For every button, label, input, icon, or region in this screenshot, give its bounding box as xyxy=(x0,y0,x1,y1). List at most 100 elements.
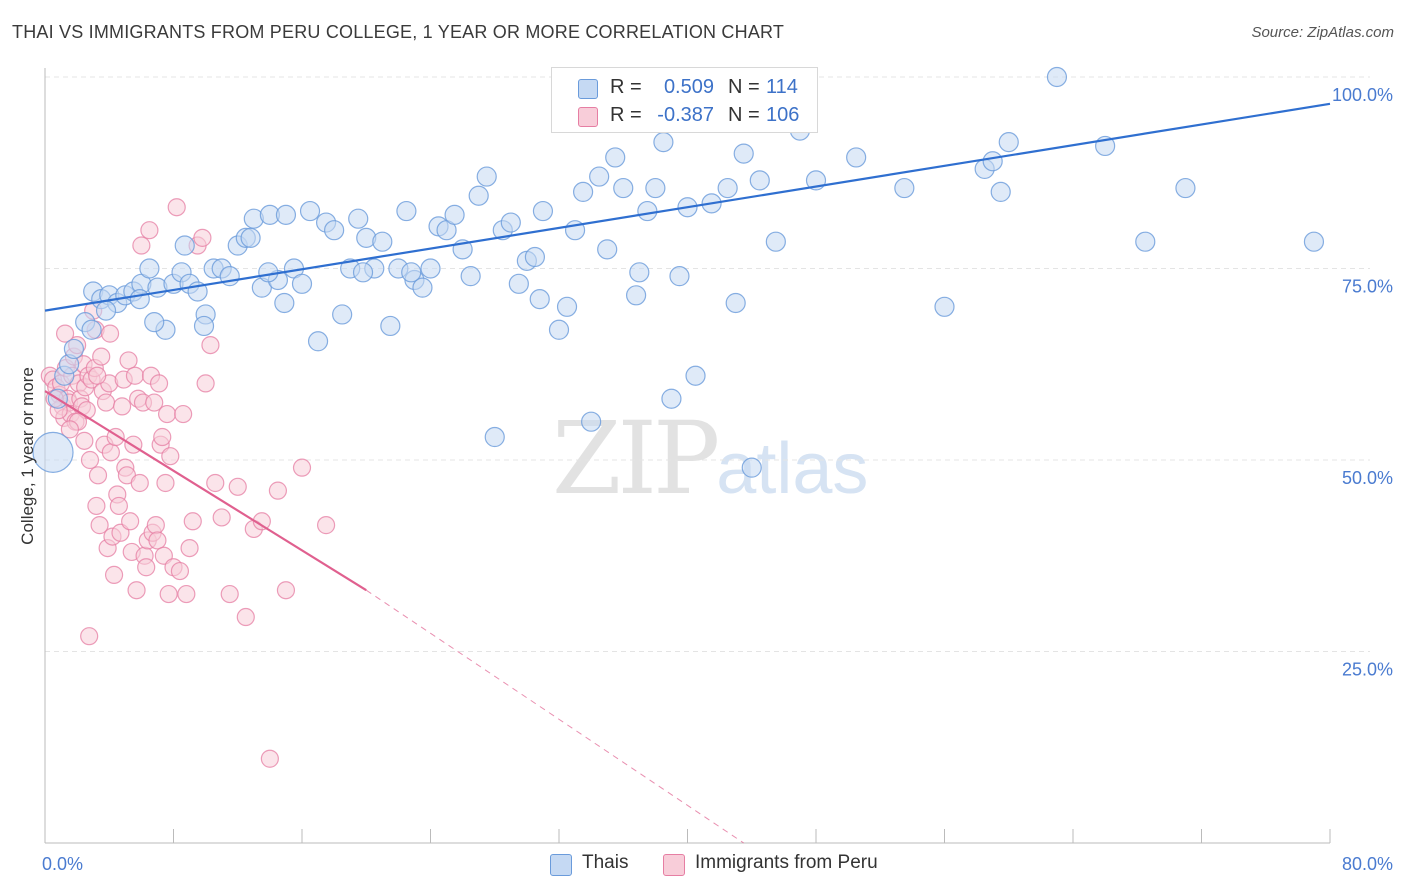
series-thais xyxy=(32,66,1325,478)
data-point-peru xyxy=(145,393,164,412)
data-point-peru xyxy=(87,496,106,516)
data-point-peru xyxy=(55,324,75,343)
data-point-thais xyxy=(412,277,433,298)
data-point-thais xyxy=(324,220,345,241)
data-point-thais xyxy=(717,177,738,199)
data-point-peru xyxy=(60,420,79,439)
data-point-thais xyxy=(934,296,955,317)
data-point-peru xyxy=(88,466,108,485)
data-point-thais xyxy=(174,235,195,256)
data-point-thais xyxy=(661,388,682,409)
data-point-thais xyxy=(274,292,295,314)
data-point-thais xyxy=(258,262,279,283)
data-point-thais xyxy=(139,258,160,279)
source-credit: Source: ZipAtlas.com xyxy=(1251,24,1394,41)
data-point-thais xyxy=(444,204,465,225)
series-legend: Thais Immigrants from Peru xyxy=(0,852,1406,878)
trend-line-peru xyxy=(44,390,367,592)
x-tick-label-max: 80.0% xyxy=(1342,854,1393,874)
data-point-peru xyxy=(292,458,312,477)
data-point-thais xyxy=(532,200,554,222)
data-point-thais xyxy=(1046,66,1068,88)
data-point-peru xyxy=(137,558,156,577)
data-point-thais xyxy=(420,258,441,279)
data-point-thais xyxy=(291,273,313,294)
data-point-thais xyxy=(81,319,102,340)
data-point-peru xyxy=(96,393,116,412)
series-immigrants-from-peru xyxy=(40,198,336,768)
data-point-peru xyxy=(80,450,100,470)
data-point-thais xyxy=(725,292,746,314)
data-point-thais xyxy=(846,147,867,168)
data-point-peru xyxy=(260,749,279,768)
data-point-peru xyxy=(153,427,172,447)
data-point-peru xyxy=(80,627,99,646)
legend-r-value: 0.509 xyxy=(663,76,714,98)
data-point-peru xyxy=(130,473,149,493)
data-point-thais xyxy=(307,331,329,352)
data-point-peru xyxy=(100,324,120,343)
data-point-thais xyxy=(1135,231,1156,252)
data-point-peru xyxy=(88,366,107,385)
data-point-peru xyxy=(268,481,288,500)
data-point-thais xyxy=(484,426,505,448)
data-point-peru xyxy=(220,584,239,604)
y-axis-label: College, 1 year or more xyxy=(18,367,37,545)
data-point-peru xyxy=(148,531,167,550)
data-point-thais xyxy=(685,365,706,386)
data-point-thais xyxy=(468,185,489,206)
data-point-peru xyxy=(193,228,212,247)
data-point-peru xyxy=(90,516,109,535)
data-point-peru xyxy=(177,584,196,604)
x-tick-label-min: 0.0% xyxy=(42,854,83,874)
data-point-peru xyxy=(212,508,231,527)
data-point-thais xyxy=(625,285,647,306)
legend-label-peru: Immigrants from Peru xyxy=(695,852,878,873)
data-point-thais xyxy=(275,204,297,225)
data-point-thais xyxy=(581,411,602,432)
data-point-peru xyxy=(170,561,190,581)
data-point-peru xyxy=(146,516,165,535)
data-point-thais xyxy=(529,289,550,310)
data-point-peru xyxy=(109,496,128,516)
data-point-peru xyxy=(201,336,220,355)
data-point-peru xyxy=(92,347,111,366)
data-point-thais xyxy=(1303,231,1325,252)
data-point-thais xyxy=(508,273,529,294)
data-point-thais xyxy=(396,200,417,222)
data-point-thais xyxy=(299,200,321,222)
data-point-peru xyxy=(196,374,215,393)
legend-row-peru: R = -0.387 N = 106 xyxy=(552,102,817,130)
data-point-peru xyxy=(132,236,151,255)
data-point-thais xyxy=(765,231,786,252)
data-point-peru xyxy=(140,221,159,240)
data-point-peru xyxy=(159,584,178,604)
data-point-peru xyxy=(157,404,177,424)
data-point-peru xyxy=(276,581,296,600)
data-point-peru xyxy=(156,473,175,493)
data-point-thais xyxy=(990,181,1011,202)
data-point-thais xyxy=(95,300,117,321)
data-point-peru xyxy=(125,366,145,385)
data-point-peru xyxy=(180,538,199,558)
data-point-thais xyxy=(572,181,594,202)
data-point-thais xyxy=(645,177,666,199)
data-point-peru xyxy=(112,397,132,416)
data-point-thais xyxy=(597,239,618,260)
data-point-thais xyxy=(32,431,74,473)
data-point-thais xyxy=(240,227,261,248)
data-point-thais xyxy=(380,315,401,337)
data-point-peru xyxy=(161,447,180,466)
data-point-thais xyxy=(144,312,165,333)
data-point-peru xyxy=(228,477,247,496)
legend-swatch-peru xyxy=(578,107,598,127)
data-point-peru xyxy=(174,404,193,424)
legend-label-thais: Thais xyxy=(582,852,629,873)
data-point-thais xyxy=(894,177,915,199)
watermark-atlas: atlas xyxy=(716,429,869,509)
data-point-peru xyxy=(206,473,225,493)
data-point-thais xyxy=(637,200,658,222)
data-point-thais xyxy=(605,147,626,168)
grid-lines xyxy=(45,76,1370,652)
